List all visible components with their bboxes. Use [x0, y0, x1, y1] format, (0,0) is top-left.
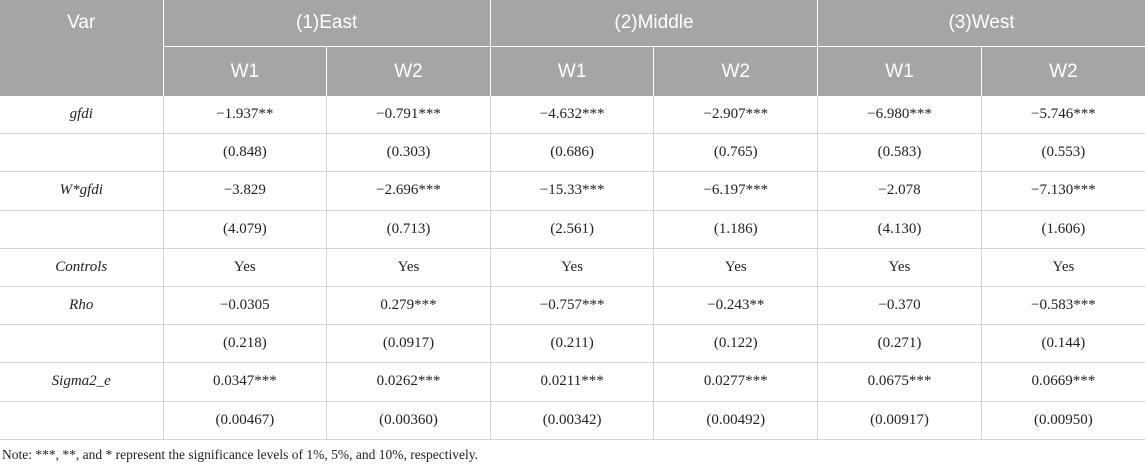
table-cell: 0.0669*** — [981, 362, 1145, 402]
row-label — [0, 401, 164, 440]
table-cell: −0.791*** — [326, 96, 491, 135]
header-row-weights: W1 W2 W1 W2 W1 W2 — [0, 46, 1145, 96]
table-cell: (0.211) — [490, 324, 655, 364]
sub-header-east-w2: W2 — [326, 46, 491, 96]
table-cell: (0.713) — [326, 210, 491, 249]
table-cell: −5.746*** — [981, 96, 1145, 135]
row-label: Rho — [0, 286, 164, 326]
group-header-east: (1)East — [163, 0, 491, 47]
table-cell: 0.0262*** — [326, 362, 491, 402]
var-column-header: Var — [0, 0, 164, 47]
table-row: (4.079) (0.713) (2.561) (1.186) (4.130) … — [0, 210, 1145, 249]
sub-header-west-w1: W1 — [817, 46, 982, 96]
table-cell: −1.937** — [163, 96, 328, 135]
table-cell: −0.0305 — [163, 286, 328, 326]
row-label: W*gfdi — [0, 171, 164, 211]
sub-header-middle-w1: W1 — [490, 46, 655, 96]
table-row: Sigma2_e 0.0347*** 0.0262*** 0.0211*** 0… — [0, 362, 1145, 402]
table-cell: (0.303) — [326, 133, 491, 173]
var-column-header-blank — [0, 46, 164, 96]
table-cell: −4.632*** — [490, 96, 655, 135]
table-note: Note: ***, **, and * represent the signi… — [2, 447, 478, 462]
table-cell: (0.00342) — [490, 401, 655, 440]
table-cell: −0.583*** — [981, 286, 1145, 326]
table-cell: 0.0675*** — [817, 362, 982, 402]
table-row: (0.00467) (0.00360) (0.00342) (0.00492) … — [0, 401, 1145, 440]
table-row: Rho −0.0305 0.279*** −0.757*** −0.243** … — [0, 286, 1145, 326]
table-cell: (0.144) — [981, 324, 1145, 364]
table-cell: (0.686) — [490, 133, 655, 173]
header-row-groups: Var (1)East (2)Middle (3)West — [0, 0, 1145, 47]
table-cell: (0.00360) — [326, 401, 491, 440]
sub-header-east-w1: W1 — [163, 46, 328, 96]
table-cell: −0.370 — [817, 286, 982, 326]
table-cell: (0.00467) — [163, 401, 328, 440]
group-header-west: (3)West — [817, 0, 1145, 47]
row-label: Controls — [0, 248, 164, 287]
row-label — [0, 133, 164, 173]
table-cell: Yes — [490, 248, 655, 287]
table-cell: −6.197*** — [653, 171, 819, 211]
table-cell: −3.829 — [163, 171, 328, 211]
table-cell: (0.00492) — [653, 401, 819, 440]
table-cell: (1.186) — [653, 210, 819, 249]
row-label: Sigma2_e — [0, 362, 164, 402]
sub-header-middle-w2: W2 — [653, 46, 819, 96]
table-cell: (0.848) — [163, 133, 328, 173]
table-cell: (0.00950) — [981, 401, 1145, 440]
sub-header-west-w2: W2 — [981, 46, 1145, 96]
table-cell: −2.078 — [817, 171, 982, 211]
table-cell: −6.980*** — [817, 96, 982, 135]
table-cell: (0.00917) — [817, 401, 982, 440]
table-cell: Yes — [981, 248, 1145, 287]
table-row: gfdi −1.937** −0.791*** −4.632*** −2.907… — [0, 96, 1145, 135]
table-cell: Yes — [326, 248, 491, 287]
table-cell: −2.907*** — [653, 96, 819, 135]
table-cell: 0.0347*** — [163, 362, 328, 402]
table-cell: Yes — [817, 248, 982, 287]
table-cell: (4.130) — [817, 210, 982, 249]
row-label: gfdi — [0, 96, 164, 135]
table-cell: (0.271) — [817, 324, 982, 364]
table-cell: (1.606) — [981, 210, 1145, 249]
table-row: (0.848) (0.303) (0.686) (0.765) (0.583) … — [0, 133, 1145, 173]
table-row: (0.218) (0.0917) (0.211) (0.122) (0.271)… — [0, 324, 1145, 364]
group-header-middle: (2)Middle — [490, 0, 819, 47]
table-cell: (0.765) — [653, 133, 819, 173]
row-label — [0, 210, 164, 249]
table-cell: (0.0917) — [326, 324, 491, 364]
table-row: W*gfdi −3.829 −2.696*** −15.33*** −6.197… — [0, 171, 1145, 211]
table-cell: −0.243** — [653, 286, 819, 326]
table-cell: Yes — [653, 248, 819, 287]
table-cell: 0.279*** — [326, 286, 491, 326]
regression-table: Var (1)East (2)Middle (3)West W1 W2 W1 W… — [0, 0, 1145, 440]
table-cell: (0.218) — [163, 324, 328, 364]
table-cell: −7.130*** — [981, 171, 1145, 211]
table-cell: 0.0211*** — [490, 362, 655, 402]
table-cell: (0.122) — [653, 324, 819, 364]
table-cell: −15.33*** — [490, 171, 655, 211]
table-body: gfdi −1.937** −0.791*** −4.632*** −2.907… — [0, 96, 1145, 440]
table-cell: (4.079) — [163, 210, 328, 249]
table-cell: −2.696*** — [326, 171, 491, 211]
table-cell: Yes — [163, 248, 328, 287]
table-cell: (0.583) — [817, 133, 982, 173]
table-header: Var (1)East (2)Middle (3)West W1 W2 W1 W… — [0, 0, 1145, 96]
table-cell: (0.553) — [981, 133, 1145, 173]
table-row: Controls Yes Yes Yes Yes Yes Yes — [0, 248, 1145, 287]
row-label — [0, 324, 164, 364]
table-cell: 0.0277*** — [653, 362, 819, 402]
table-cell: (2.561) — [490, 210, 655, 249]
table-cell: −0.757*** — [490, 286, 655, 326]
